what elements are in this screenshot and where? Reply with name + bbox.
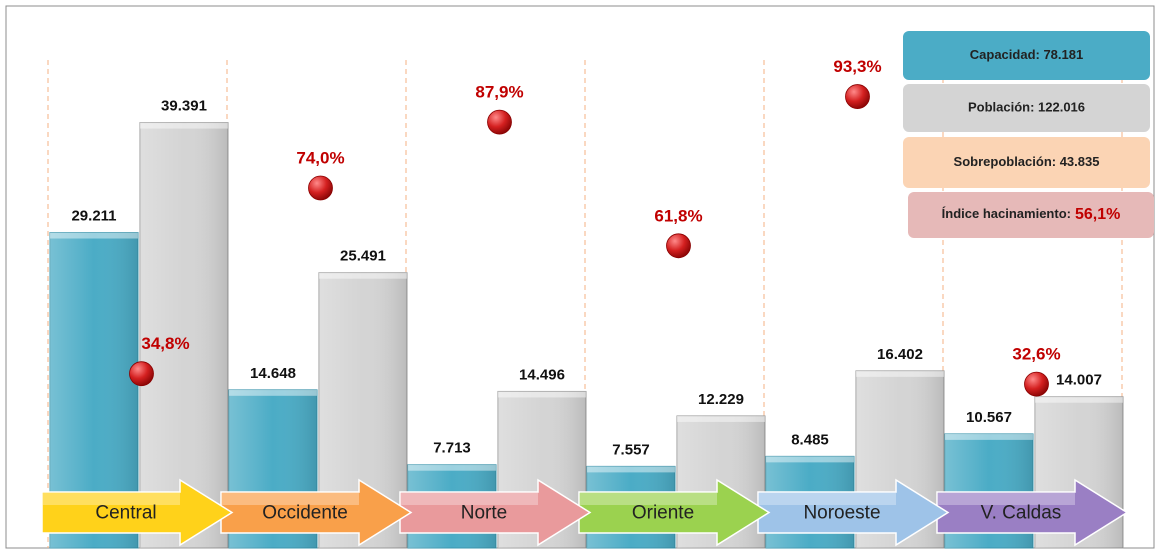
bar-cap bbox=[587, 466, 675, 473]
x-tick-label: V. Caldas bbox=[981, 503, 1062, 524]
percent-dot bbox=[129, 361, 154, 387]
percent-dot bbox=[308, 175, 333, 201]
bar-value-label: 7.713 bbox=[433, 440, 471, 457]
bar-value-label: 14.496 bbox=[519, 366, 565, 383]
bar-cap bbox=[319, 272, 407, 279]
bar-cap bbox=[945, 433, 1033, 440]
percent-dot bbox=[845, 84, 870, 109]
bar-value-label: 29.211 bbox=[71, 207, 116, 224]
percent-label: 87,9% bbox=[475, 83, 523, 102]
bar-cap bbox=[408, 464, 496, 471]
category-arrow-gloss bbox=[401, 493, 538, 505]
legend-box bbox=[903, 31, 1150, 80]
percent-dot bbox=[666, 233, 691, 259]
legend-box bbox=[903, 137, 1150, 188]
percent-label: 93,3% bbox=[833, 57, 881, 76]
category-arrow-gloss bbox=[580, 493, 717, 505]
legend-box bbox=[903, 84, 1150, 132]
bar-value-label: 10.567 bbox=[966, 409, 1012, 426]
legend-box bbox=[908, 192, 1154, 238]
category-arrow bbox=[936, 478, 1129, 547]
x-tick-label: Occidente bbox=[262, 503, 348, 524]
bar-value-label: 14.007 bbox=[1056, 372, 1102, 389]
category-arrow bbox=[757, 478, 950, 547]
x-tick-label: Norte bbox=[461, 503, 507, 524]
bar-cap bbox=[1035, 396, 1123, 403]
bar-value-label: 8.485 bbox=[791, 431, 829, 448]
bar-cap bbox=[50, 232, 138, 239]
x-tick-label: Oriente bbox=[632, 503, 694, 524]
bar-value-label: 25.491 bbox=[340, 248, 386, 265]
percent-label: 34,8% bbox=[141, 334, 189, 353]
category-arrow-gloss bbox=[759, 493, 896, 505]
category-arrow-gloss bbox=[938, 493, 1075, 505]
bar-value-label: 7.557 bbox=[612, 441, 650, 458]
legend-label: Índice hacinamiento: 56,1% bbox=[942, 206, 1121, 223]
percent-label: 74,0% bbox=[296, 148, 344, 167]
bar-cap bbox=[140, 122, 228, 129]
bar-cap bbox=[856, 370, 944, 377]
legend-label: Capacidad: 78.181 bbox=[970, 47, 1083, 62]
category-arrow bbox=[578, 478, 771, 547]
bar-cap bbox=[229, 389, 317, 396]
category-arrow-gloss bbox=[43, 493, 180, 505]
legend-label-value: 56,1% bbox=[1075, 206, 1120, 223]
legend-label: Población: 122.016 bbox=[968, 99, 1085, 114]
percent-dot bbox=[487, 109, 512, 135]
bar-value-label: 12.229 bbox=[698, 391, 744, 408]
percent-dot bbox=[1024, 371, 1049, 397]
category-arrow bbox=[220, 478, 413, 547]
x-tick-label: Central bbox=[95, 503, 156, 524]
x-tick-label: Noroeste bbox=[803, 503, 880, 524]
bar-cap bbox=[498, 391, 586, 398]
bar-shade bbox=[140, 122, 228, 548]
bar-value-label: 16.402 bbox=[877, 346, 923, 363]
bar-value-label: 39.391 bbox=[161, 98, 207, 115]
bar-cap bbox=[766, 456, 854, 463]
category-arrow bbox=[399, 478, 592, 547]
legend-label: Sobrepoblación: 43.835 bbox=[954, 154, 1100, 169]
percent-label: 32,6% bbox=[1012, 345, 1060, 364]
category-arrow bbox=[41, 478, 234, 547]
category-arrow-gloss bbox=[222, 493, 359, 505]
legend-label-text: Índice hacinamiento: bbox=[942, 206, 1071, 221]
percent-label: 61,8% bbox=[654, 206, 702, 225]
bar-cap bbox=[677, 415, 765, 422]
bar-value-label: 14.648 bbox=[250, 365, 296, 382]
